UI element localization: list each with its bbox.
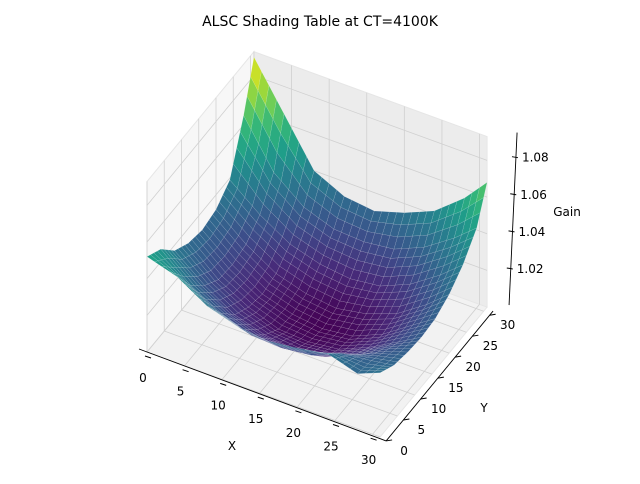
- x-axis-label: X: [228, 439, 236, 453]
- x-tick-label: 30: [361, 453, 376, 467]
- y-tick-label: 15: [448, 381, 463, 395]
- z-tick: [512, 157, 518, 158]
- z-axis-line: [509, 133, 517, 305]
- x-tick-label: 25: [323, 440, 338, 454]
- z-tick-label: 1.02: [517, 262, 544, 276]
- x-tick: [333, 425, 339, 427]
- z-tick: [507, 268, 513, 269]
- x-tick: [371, 438, 377, 440]
- z-tick-label: 1.06: [520, 188, 547, 202]
- y-tick-label: 5: [418, 423, 426, 437]
- y-tick-label: 20: [465, 360, 480, 374]
- x-tick-label: 5: [177, 385, 185, 399]
- z-axis-label: Gain: [553, 205, 581, 219]
- z-tick-label: 1.04: [519, 225, 546, 239]
- x-tick-label: 10: [211, 398, 226, 412]
- x-tick: [183, 370, 189, 372]
- x-tick: [220, 383, 226, 385]
- y-axis-label: Y: [479, 401, 488, 415]
- z-tick: [509, 231, 515, 232]
- y-tick-label: 30: [500, 318, 515, 332]
- chart-title: ALSC Shading Table at CT=4100K: [202, 14, 439, 30]
- y-tick-label: 10: [431, 402, 446, 416]
- y-tick-label: 0: [400, 444, 408, 458]
- y-tick-label: 25: [483, 339, 498, 353]
- x-tick-label: 20: [286, 426, 301, 440]
- x-tick-label: 15: [248, 412, 263, 426]
- x-tick: [145, 356, 151, 358]
- z-tick-label: 1.08: [522, 151, 549, 165]
- z-tick: [510, 194, 516, 195]
- x-tick: [258, 397, 264, 399]
- x-tick: [295, 411, 301, 413]
- x-tick-label: 0: [139, 371, 147, 385]
